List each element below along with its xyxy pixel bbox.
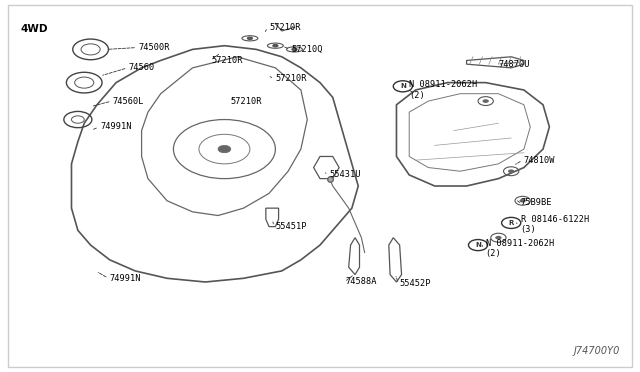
Text: 55451P: 55451P [275,222,307,231]
Circle shape [291,48,298,51]
Text: 57210Q: 57210Q [291,45,323,54]
Text: 74500R: 74500R [138,43,170,52]
Circle shape [483,99,489,103]
Text: 55431U: 55431U [330,170,361,179]
Text: 74588A: 74588A [346,278,377,286]
Text: R 08146-6122H
(3): R 08146-6122H (3) [521,215,589,234]
Text: 4WD: 4WD [20,23,48,33]
Circle shape [508,169,515,173]
Circle shape [246,36,253,40]
Text: 74560L: 74560L [113,97,145,106]
Text: 57210R: 57210R [212,56,243,65]
Circle shape [495,236,502,240]
Circle shape [520,199,526,203]
Text: J74700Y0: J74700Y0 [573,346,620,356]
Text: 55452P: 55452P [399,279,431,288]
Text: 57210R: 57210R [231,97,262,106]
Circle shape [272,44,278,48]
Circle shape [218,145,231,153]
Text: 74560: 74560 [129,63,155,72]
Text: 74810W: 74810W [524,155,556,165]
Text: 57210R: 57210R [275,74,307,83]
Text: 57210R: 57210R [269,23,301,32]
Text: N: N [475,242,481,248]
Text: 74870U: 74870U [499,60,530,69]
Text: 75B9BE: 75B9BE [521,198,552,207]
Text: 74991N: 74991N [100,122,132,131]
Text: 74991N: 74991N [109,274,141,283]
Text: N 08911-2062H
(2): N 08911-2062H (2) [486,239,554,259]
Text: R: R [508,220,514,226]
Text: N: N [400,83,406,89]
Text: N 08911-2062H
(2): N 08911-2062H (2) [409,80,477,100]
